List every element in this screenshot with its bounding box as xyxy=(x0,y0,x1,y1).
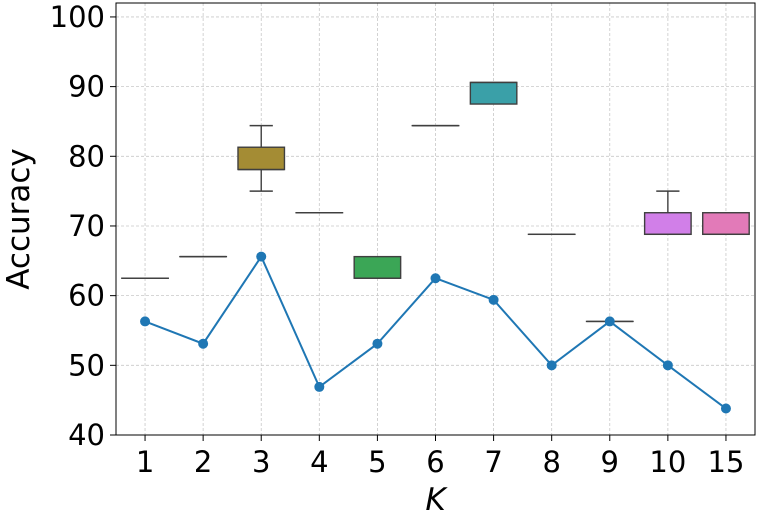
x-tick-label: 3 xyxy=(252,445,270,479)
x-tick-label: 2 xyxy=(194,445,212,479)
y-tick-label: 100 xyxy=(50,0,105,34)
x-tick-label: 10 xyxy=(649,445,686,479)
box-body xyxy=(703,213,749,235)
series-point xyxy=(547,360,557,370)
series-point xyxy=(256,252,266,262)
y-tick-label: 40 xyxy=(68,418,105,452)
box-body xyxy=(354,257,400,279)
series-point xyxy=(663,360,673,370)
series-point xyxy=(605,316,615,326)
series-point xyxy=(140,316,150,326)
series-point xyxy=(489,295,499,305)
x-tick-label: 7 xyxy=(484,445,502,479)
x-axis-label: K xyxy=(425,482,448,518)
x-tick-label: 9 xyxy=(601,445,619,479)
x-tick-label: 4 xyxy=(310,445,328,479)
series-point xyxy=(721,404,731,414)
box-body xyxy=(238,147,284,169)
y-tick-label: 80 xyxy=(68,139,105,173)
x-tick-label: 6 xyxy=(426,445,444,479)
series-point xyxy=(198,339,208,349)
x-tick-label: 1 xyxy=(136,445,154,479)
box-body xyxy=(645,213,691,235)
x-tick-label: 5 xyxy=(368,445,386,479)
x-tick-label: 8 xyxy=(542,445,560,479)
x-tick-label: 15 xyxy=(708,445,745,479)
series-point xyxy=(372,339,382,349)
box-5 xyxy=(354,257,400,279)
y-tick-label: 90 xyxy=(68,70,105,104)
y-tick-label: 70 xyxy=(68,209,105,243)
y-tick-label: 50 xyxy=(68,348,105,382)
y-tick-label: 60 xyxy=(68,279,105,313)
box-15 xyxy=(703,213,749,235)
series-point xyxy=(431,273,441,283)
box-7 xyxy=(470,82,516,104)
series-point xyxy=(314,382,324,392)
y-axis-label: Accuracy xyxy=(1,148,37,290)
box-body xyxy=(470,82,516,104)
